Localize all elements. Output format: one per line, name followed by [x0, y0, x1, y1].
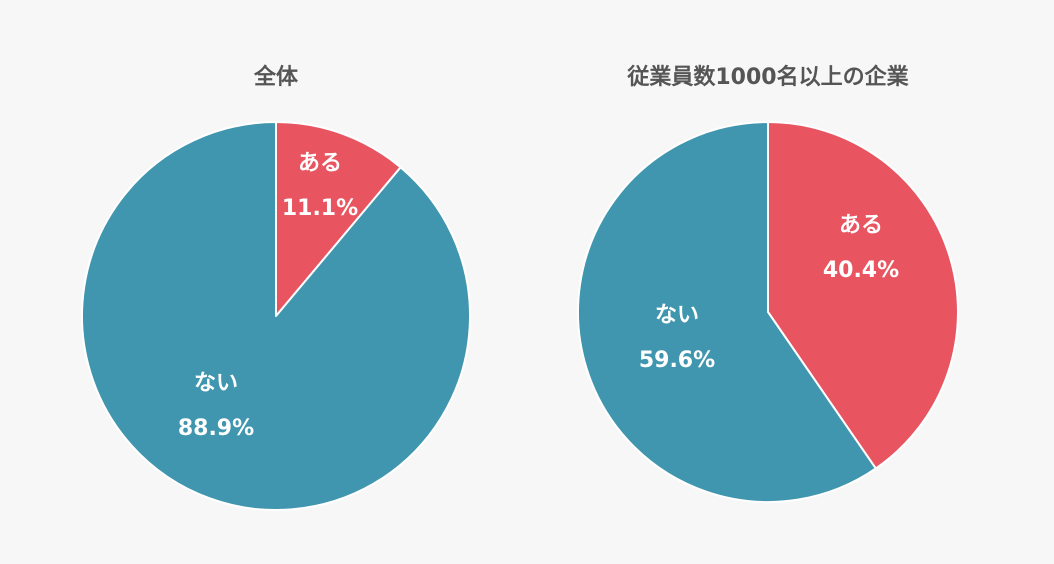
slice-label-nai: ない	[655, 303, 699, 328]
chart-title: 従業員数1000名以上の企業	[626, 64, 909, 90]
pie-slice-nai	[576, 121, 877, 503]
chart-title: 全体	[253, 64, 299, 90]
pie-slice-nai	[81, 121, 471, 511]
pie-slice-aru	[275, 121, 402, 317]
pie-slices	[81, 121, 471, 511]
slice-label-aru: ある	[839, 213, 883, 238]
slice-label-nai: ない	[194, 371, 238, 396]
slice-value-nai: 88.9%	[178, 416, 254, 441]
pie-chart-1000plus: 従業員数1000名以上の企業 ある 40.4% ない 59.6%	[576, 64, 959, 503]
slice-label-aru: ある	[298, 151, 342, 176]
pie-chart-overall: 全体 ある 11.1% ない 88.9%	[81, 64, 471, 511]
slice-labels: ある 11.1% ない 88.9%	[178, 151, 358, 441]
slice-labels: ある 40.4% ない 59.6%	[639, 213, 899, 373]
pie-slice-aru	[767, 121, 959, 470]
slice-value-nai: 59.6%	[639, 348, 715, 373]
slice-value-aru: 11.1%	[282, 196, 358, 221]
slice-value-aru: 40.4%	[823, 258, 899, 283]
pie-slices	[576, 121, 959, 503]
